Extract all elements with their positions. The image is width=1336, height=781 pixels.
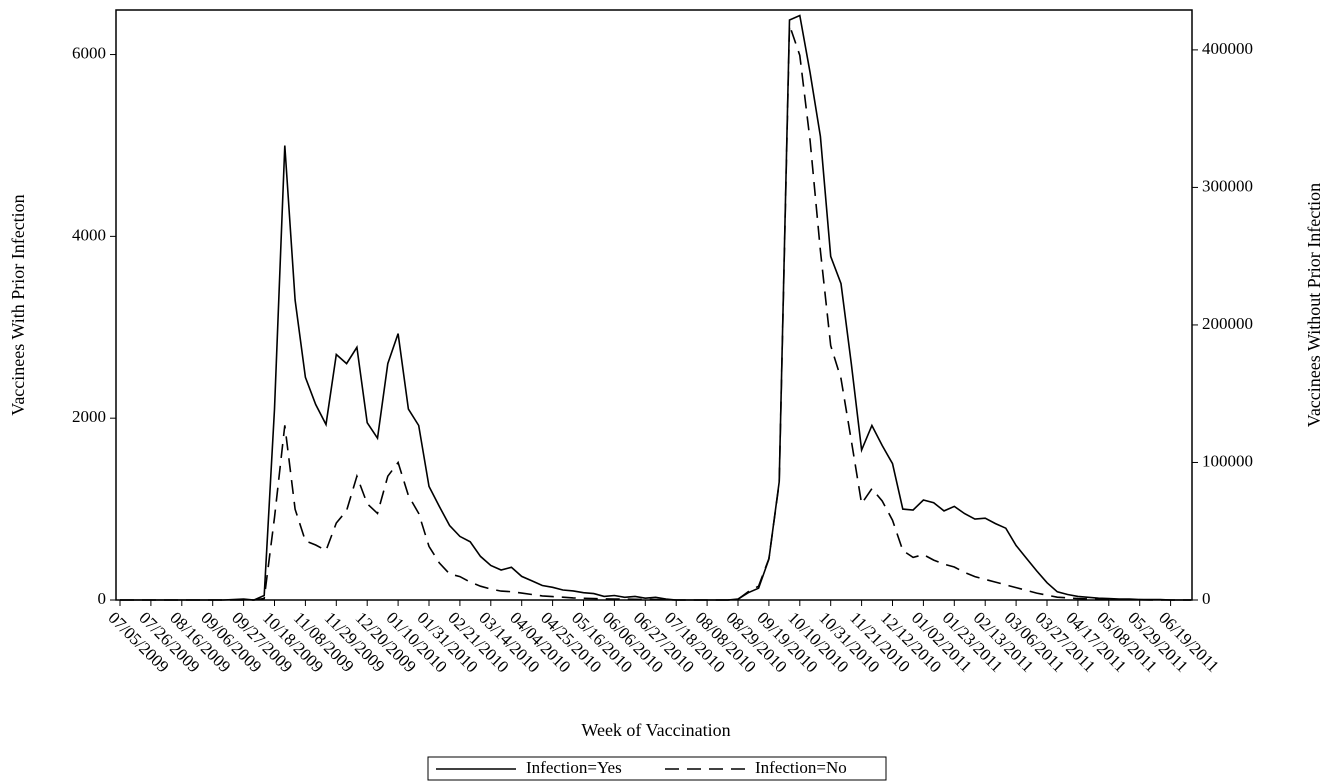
y2-axis-label: Vaccinees Without Prior Infection	[1304, 183, 1324, 427]
y2-tick-label: 100000	[1202, 451, 1253, 470]
legend-box	[427, 756, 887, 781]
y-tick-label: 0	[98, 589, 107, 608]
series-line	[120, 24, 1192, 601]
y-tick-label: 2000	[72, 407, 106, 426]
legend-label: Infection=Yes	[526, 758, 622, 777]
series-line	[120, 14, 1192, 601]
y2-tick-label: 400000	[1202, 39, 1253, 58]
legend-label: Infection=No	[755, 758, 847, 777]
plot-frame	[115, 9, 1193, 601]
y-tick-label: 6000	[72, 43, 106, 62]
y2-tick-label: 0	[1202, 589, 1211, 608]
y2-tick-label: 200000	[1202, 314, 1253, 333]
y2-tick-label: 300000	[1202, 176, 1253, 195]
x-axis-label: Week of Vaccination	[581, 720, 730, 740]
y-tick-label: 4000	[72, 225, 106, 244]
y-axis-label: Vaccinees With Prior Infection	[8, 194, 28, 415]
